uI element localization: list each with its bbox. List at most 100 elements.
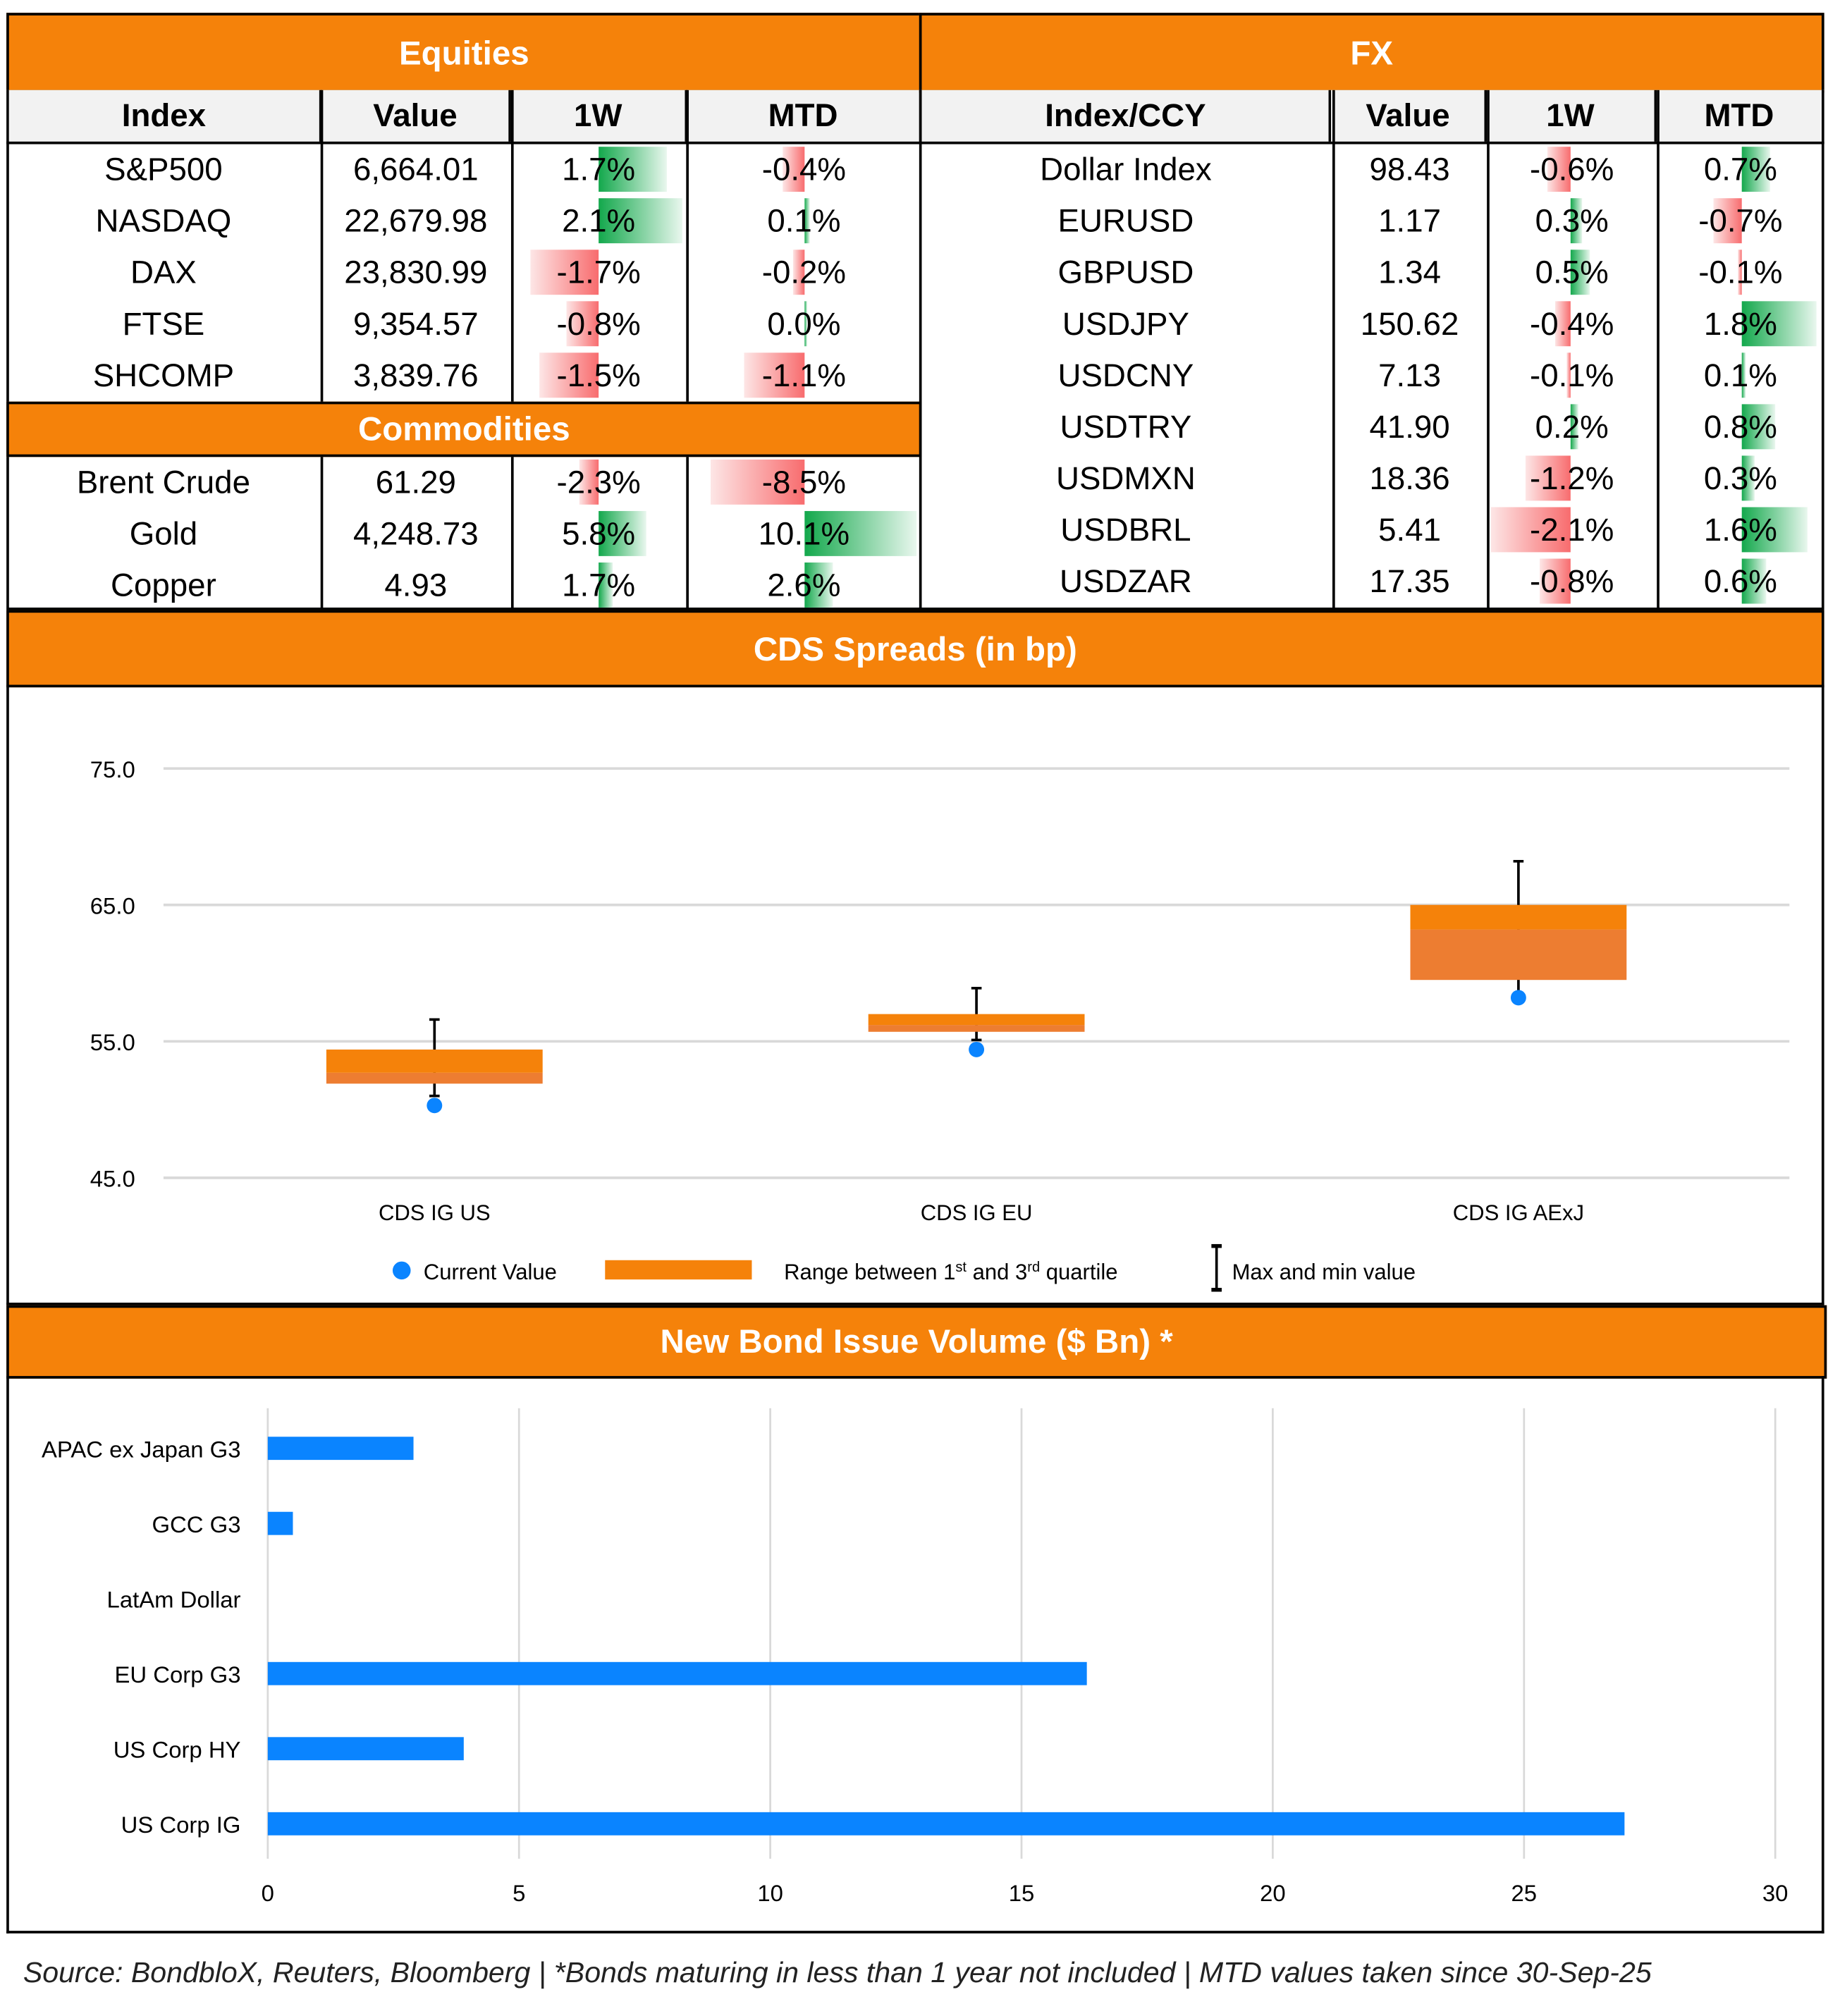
cell-name: USDTRY: [919, 402, 1332, 453]
w1-text: -2.3%: [556, 464, 641, 500]
mtd-text: 0.8%: [1703, 408, 1777, 445]
name-text: Brent Crude: [76, 464, 250, 500]
box-lower-segment: [326, 1072, 543, 1084]
cell-value: 1.17: [1332, 196, 1487, 247]
mtd-text: 1.6%: [1703, 511, 1777, 548]
value-text: 23,830.99: [344, 254, 488, 290]
negative-data-bar: [566, 301, 599, 347]
w1-text: 2.1%: [562, 202, 636, 239]
y-category-label: GCC G3: [152, 1511, 240, 1537]
box-upper-segment: [1410, 904, 1627, 930]
value-text: 41.90: [1369, 408, 1450, 445]
cell-value: 4,248.73: [321, 508, 511, 560]
column-divider: [1657, 90, 1660, 609]
y-tick-label: 55.0: [90, 1029, 135, 1055]
positive-data-bar: [1570, 404, 1578, 450]
cell-mtd: 1.6%: [1657, 505, 1824, 556]
fx-header: FX: [919, 13, 1824, 93]
column-header: 1W: [1486, 90, 1657, 142]
cds-header: CDS Spreads (in bp): [6, 610, 1824, 688]
column-divider: [1332, 90, 1335, 609]
table-row: Copper 4.93 1.7% 2.6%: [6, 560, 921, 611]
mtd-text: 2.6%: [767, 567, 841, 603]
legend-text-part: quartile: [1040, 1260, 1117, 1284]
mtd-text: -0.7%: [1698, 202, 1783, 239]
cell-mtd: -1.1%: [686, 350, 921, 402]
positive-data-bar: [804, 563, 834, 608]
cell-name: DAX: [6, 247, 321, 299]
y-tick-label: 45.0: [90, 1166, 135, 1192]
name-text: FTSE: [122, 305, 205, 342]
bond-volume-header: New Bond Issue Volume ($ Bn) *: [6, 1305, 1827, 1379]
cell-mtd: 0.6%: [1657, 556, 1824, 608]
mtd-text: 10.1%: [758, 515, 850, 552]
cell-w1: -2.3%: [511, 457, 686, 508]
x-tick-label: 15: [1009, 1880, 1035, 1906]
cell-value: 41.90: [1332, 402, 1487, 453]
column-header: Index/CCY: [921, 90, 1332, 142]
column-header: Value: [321, 90, 512, 142]
cell-mtd: 0.1%: [1657, 350, 1824, 402]
name-text: USDTRY: [1060, 408, 1192, 445]
w1-text: -0.1%: [1530, 357, 1614, 393]
legend-text-part: Range between 1: [784, 1260, 955, 1284]
mtd-text: -1.1%: [761, 357, 847, 393]
cell-w1: 5.8%: [511, 508, 686, 560]
negative-data-bar: [530, 250, 599, 295]
name-text: EURUSD: [1057, 202, 1194, 239]
cell-name: USDCNY: [919, 350, 1332, 402]
name-text: Copper: [111, 567, 216, 603]
mtd-text: -0.4%: [761, 151, 847, 188]
negative-data-bar: [710, 459, 805, 505]
mtd-text: -8.5%: [761, 464, 847, 500]
x-tick-label: 20: [1260, 1880, 1286, 1906]
table-row: USDJPY 150.62 -0.4% 1.8%: [919, 299, 1824, 350]
legend-range-swatch: [605, 1260, 752, 1280]
column-divider: [510, 457, 514, 609]
cell-name: Brent Crude: [6, 457, 321, 508]
negative-data-bar: [1712, 198, 1742, 244]
cell-value: 3,839.76: [321, 350, 511, 402]
y-category-label: US Corp HY: [114, 1737, 241, 1763]
value-text: 18.36: [1369, 460, 1450, 496]
name-text: USDMXN: [1056, 460, 1196, 496]
negative-data-bar: [743, 352, 805, 398]
cell-value: 6,664.01: [321, 145, 511, 196]
table-row: Dollar Index 98.43 -0.6% 0.7%: [919, 145, 1824, 196]
table-row: DAX 23,830.99 -1.7% -0.2%: [6, 247, 921, 299]
legend-text-part: st: [955, 1260, 967, 1275]
w1-text: 1.7%: [562, 151, 636, 188]
y-category-label: APAC ex Japan G3: [42, 1436, 241, 1462]
cell-mtd: -0.2%: [686, 247, 921, 299]
y-tick-label: 75.0: [90, 756, 135, 782]
cell-mtd: -0.7%: [1657, 196, 1824, 247]
cell-mtd: 10.1%: [686, 508, 921, 560]
cell-name: GBPUSD: [919, 247, 1332, 299]
header-rule: [6, 141, 1824, 145]
equities-table: S&P500 6,664.01 1.7% -0.4% NASDAQ 22,679.98 2.…: [6, 145, 921, 402]
cell-name: USDMXN: [919, 453, 1332, 505]
value-text: 1.17: [1378, 202, 1442, 239]
value-text: 61.29: [375, 464, 456, 500]
column-divider: [320, 457, 324, 609]
negative-data-bar: [1737, 250, 1742, 295]
volume-bar: [267, 1812, 1625, 1836]
w1-text: -1.5%: [556, 357, 641, 393]
negative-data-bar: [793, 250, 805, 295]
value-text: 17.35: [1369, 563, 1450, 600]
commodities-header: Commodities: [6, 401, 922, 457]
y-category-label: EU Corp G3: [115, 1661, 241, 1688]
table-row: USDTRY 41.90 0.2% 0.8%: [919, 402, 1824, 453]
cell-value: 4.93: [321, 560, 511, 611]
equities-header: Equities: [6, 13, 922, 93]
volume-bar: [267, 1737, 464, 1761]
name-text: USDJPY: [1062, 305, 1189, 342]
cell-name: SHCOMP: [6, 350, 321, 402]
name-text: USDZAR: [1060, 563, 1192, 600]
w1-text: -0.6%: [1530, 151, 1614, 188]
table-row: USDMXN 18.36 -1.2% 0.3%: [919, 453, 1824, 505]
cell-name: USDJPY: [919, 299, 1332, 350]
cell-w1: 0.2%: [1487, 402, 1657, 453]
cell-w1: 1.7%: [511, 560, 686, 611]
